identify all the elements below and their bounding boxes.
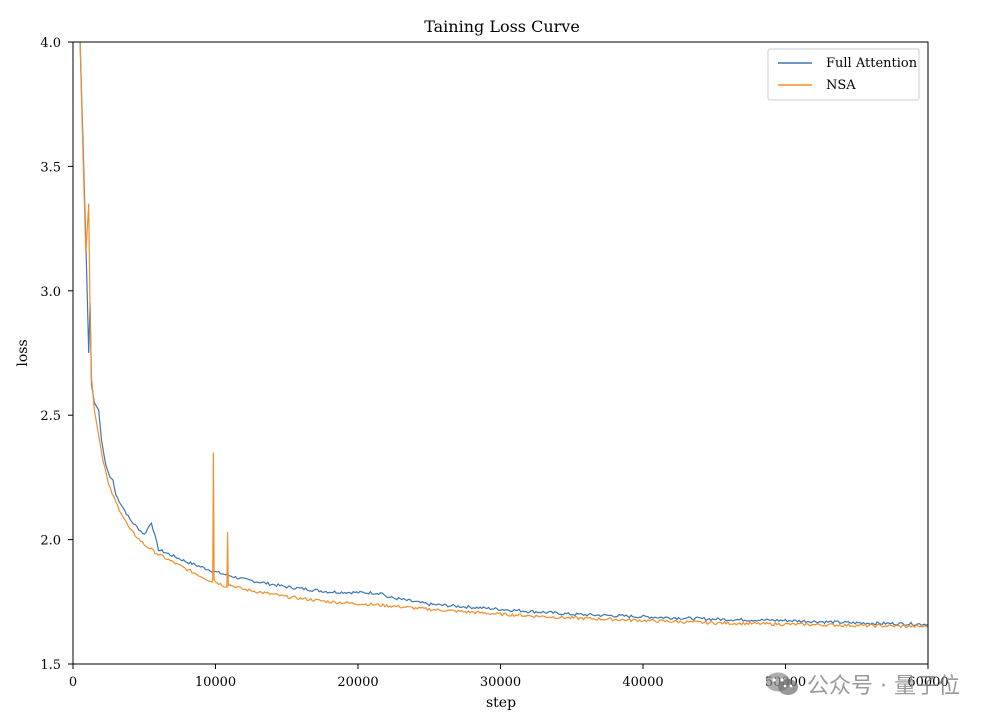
series-line-full-attention (79, 42, 928, 627)
y-tick-label: 4.0 (40, 36, 61, 51)
y-tick-label: 1.5 (40, 658, 61, 673)
y-axis: 1.5 2.0 2.5 3.0 3.5 4.0 (40, 36, 73, 673)
x-axis-label: step (486, 695, 516, 711)
legend-label-full-attention: Full Attention (826, 56, 918, 71)
y-tick-label: 2.0 (40, 534, 61, 549)
legend: Full Attention NSA (767, 48, 920, 101)
y-tick-label: 3.0 (40, 285, 61, 300)
x-tick-label: 60000 (907, 675, 948, 690)
chart-title: Taining Loss Curve (424, 17, 580, 36)
y-tick-label: 3.5 (40, 160, 61, 175)
x-tick-label: 20000 (337, 675, 378, 690)
x-tick-label: 0 (69, 675, 77, 690)
plot-frame (72, 41, 929, 665)
x-tick-label: 10000 (195, 675, 236, 690)
legend-label-nsa: NSA (826, 78, 856, 93)
watermark: 公众号 · 量子位 (765, 668, 960, 700)
x-tick-label: 40000 (622, 675, 663, 690)
legend-box (767, 48, 920, 101)
plot-area (79, 42, 928, 629)
x-tick-label: 30000 (480, 675, 521, 690)
y-axis-label: loss (15, 339, 31, 366)
y-tick-label: 2.5 (40, 409, 61, 424)
series-line-nsa (79, 42, 928, 629)
wechat-icon (766, 672, 799, 695)
watermark-text: 公众号 · 量子位 (807, 674, 960, 699)
